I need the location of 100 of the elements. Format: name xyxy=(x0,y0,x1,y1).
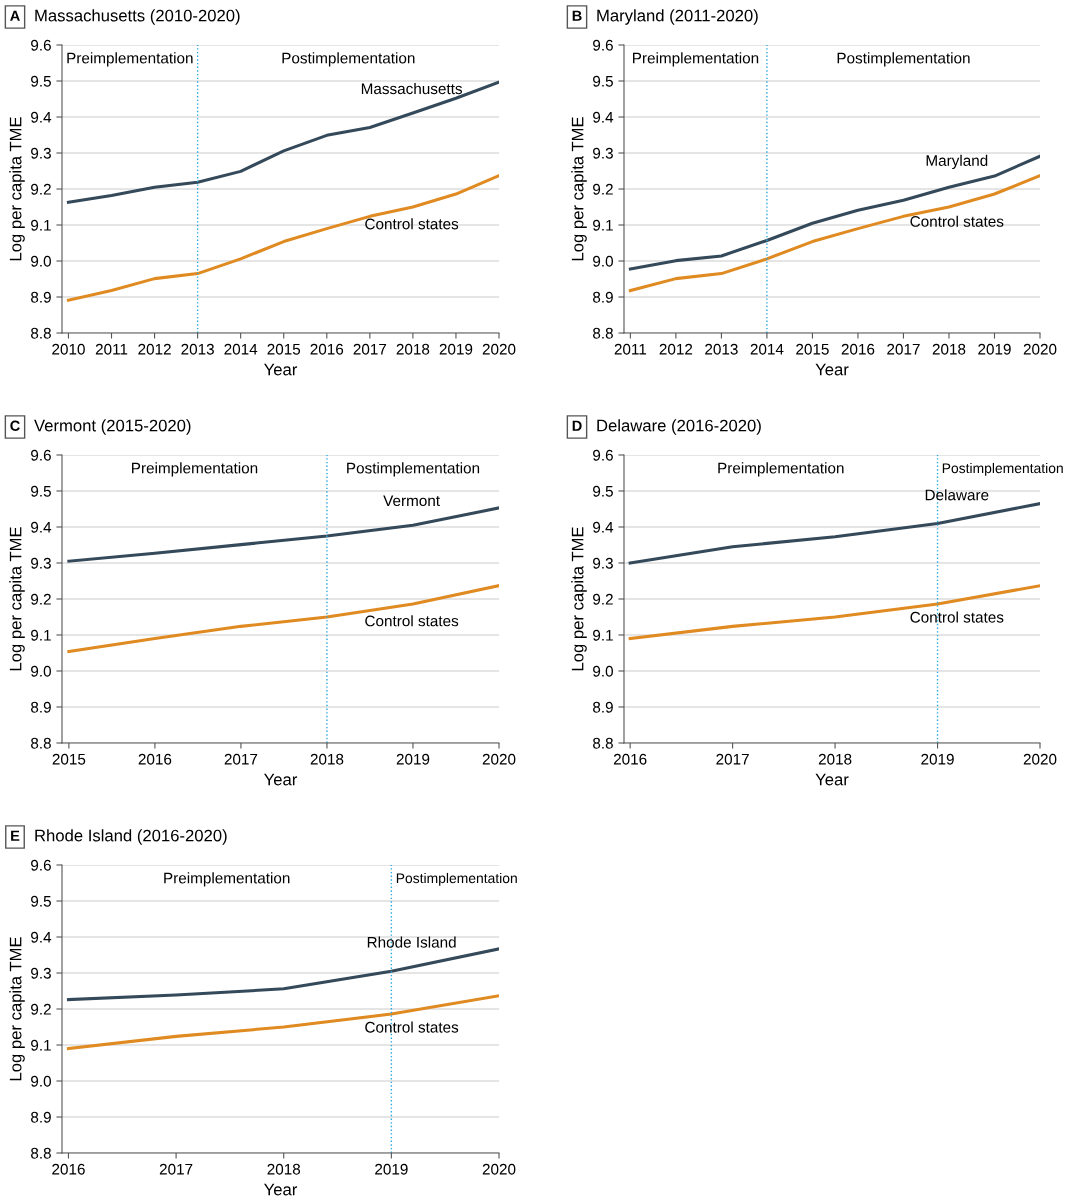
x-tick-label: 2014 xyxy=(224,343,258,355)
text: D xyxy=(572,420,582,431)
y-tick-label: 9.1 xyxy=(593,629,613,641)
annotation: Postimplementation xyxy=(282,52,415,67)
y-axis-title: Log per capita TME xyxy=(9,117,25,261)
series-label: Control states xyxy=(365,218,459,230)
text: E xyxy=(11,830,20,841)
x-tick-label: 2015 xyxy=(267,343,301,355)
text: A xyxy=(10,10,20,21)
x-tick-label: 2020 xyxy=(482,343,516,355)
series-label: Vermont xyxy=(383,495,440,507)
x-tick-label: 2019 xyxy=(978,343,1011,355)
annotation: Postimplementation xyxy=(347,462,480,477)
y-tick-label: 8.9 xyxy=(593,701,613,713)
series-label: Control states xyxy=(365,1021,459,1033)
series-label: Control states xyxy=(910,611,1004,623)
y-tick-label: 9.2 xyxy=(31,1003,51,1015)
series-label: Rhode Island xyxy=(367,936,456,948)
y-tick-label: 8.9 xyxy=(31,701,51,713)
chart-title: Vermont (2015-2020) xyxy=(34,419,191,435)
series-label: Delaware xyxy=(925,489,989,501)
x-tick-label: 2016 xyxy=(613,753,647,765)
y-axis-title: Log per capita TME xyxy=(571,527,587,671)
chart-title: Massachusetts (2010-2020) xyxy=(35,9,240,25)
line-series xyxy=(66,994,499,1051)
x-tick-label: 2020 xyxy=(482,753,516,765)
line-series xyxy=(66,174,499,302)
y-tick-label: 9.4 xyxy=(31,111,52,123)
x-tick-label: 2020 xyxy=(1023,343,1057,355)
y-tick-label: 9.3 xyxy=(31,967,51,979)
y-tick-label: 9.0 xyxy=(593,255,613,267)
y-tick-label: 9.6 xyxy=(31,39,51,51)
y-tick-label: 8.9 xyxy=(31,1111,51,1123)
line-series xyxy=(628,154,1040,271)
y-tick-label: 9.5 xyxy=(31,485,51,497)
x-tick-label: 2018 xyxy=(932,343,966,355)
line-series xyxy=(66,947,499,1002)
annotation: Postimplementation xyxy=(837,52,970,67)
x-tick-label: 2016 xyxy=(138,753,172,765)
x-axis-title: Year xyxy=(815,773,849,786)
annotation: Preimplementation xyxy=(633,52,759,67)
annotation: Postimplementation xyxy=(396,872,517,886)
line-series xyxy=(66,80,499,204)
line-series xyxy=(628,502,1040,565)
x-axis-title: Year xyxy=(264,363,298,376)
line-series xyxy=(67,584,499,654)
x-tick-label: 2020 xyxy=(482,1163,516,1175)
y-tick-label: 9.3 xyxy=(593,147,613,159)
x-tick-label: 2012 xyxy=(138,343,171,355)
series-label: Control states xyxy=(910,215,1004,227)
x-tick-label: 2012 xyxy=(659,343,693,355)
y-tick-label: 9.4 xyxy=(593,521,614,533)
y-tick-label: 8.9 xyxy=(593,291,613,303)
line-series xyxy=(628,584,1040,641)
x-tick-label: 2019 xyxy=(921,753,954,765)
y-tick-label: 9.0 xyxy=(593,665,613,677)
y-tick-label: 8.9 xyxy=(31,291,51,303)
y-tick-label: 9.5 xyxy=(593,485,613,497)
annotation: Preimplementation xyxy=(67,52,193,67)
chart-title: Rhode Island (2016-2020) xyxy=(35,829,227,845)
x-tick-label: 2015 xyxy=(796,343,829,355)
y-tick-label: 8.8 xyxy=(31,327,51,339)
x-tick-label: 2017 xyxy=(224,753,258,765)
y-axis-title: Log per capita TME xyxy=(571,117,587,261)
x-tick-label: 2018 xyxy=(396,343,430,355)
y-tick-label: 9.1 xyxy=(31,1039,51,1051)
chart-title: Maryland (2011-2020) xyxy=(597,9,758,25)
x-tick-label: 2016 xyxy=(310,343,344,355)
y-tick-label: 9.6 xyxy=(593,449,613,461)
x-tick-label: 2011 xyxy=(95,343,128,355)
x-tick-label: 2013 xyxy=(181,343,214,355)
x-tick-label: 2017 xyxy=(887,343,920,355)
x-axis-title: Year xyxy=(264,773,298,786)
y-tick-label: 9.6 xyxy=(593,39,613,51)
y-tick-label: 8.8 xyxy=(593,327,613,339)
y-axis-title: Log per capita TME xyxy=(9,937,25,1081)
y-tick-label: 9.1 xyxy=(31,219,51,231)
y-axis-title: Log per capita TME xyxy=(9,527,25,671)
y-tick-label: 9.1 xyxy=(593,219,613,231)
y-tick-label: 9.2 xyxy=(31,593,51,605)
x-tick-label: 2019 xyxy=(375,1163,408,1175)
y-tick-label: 9.2 xyxy=(31,183,51,195)
annotation: Preimplementation xyxy=(132,462,258,477)
series-label: Control states xyxy=(365,615,459,627)
x-tick-label: 2010 xyxy=(52,343,85,355)
x-tick-label: 2019 xyxy=(396,753,430,765)
x-tick-label: 2018 xyxy=(267,1163,301,1175)
x-tick-label: 2017 xyxy=(716,753,749,765)
series-label: Massachusetts xyxy=(361,82,462,95)
y-tick-label: 9.6 xyxy=(31,449,51,461)
y-tick-label: 9.3 xyxy=(31,147,51,159)
x-axis-title: Year xyxy=(815,363,849,376)
y-tick-label: 9.4 xyxy=(31,521,52,533)
y-tick-label: 9.1 xyxy=(31,629,51,641)
text: C xyxy=(10,420,20,431)
annotation: Postimplementation xyxy=(942,462,1063,476)
y-tick-label: 9.2 xyxy=(593,183,613,195)
y-tick-label: 9.0 xyxy=(31,1075,51,1087)
x-tick-label: 2013 xyxy=(705,343,738,355)
chart-title: Delaware (2016-2020) xyxy=(597,419,761,435)
